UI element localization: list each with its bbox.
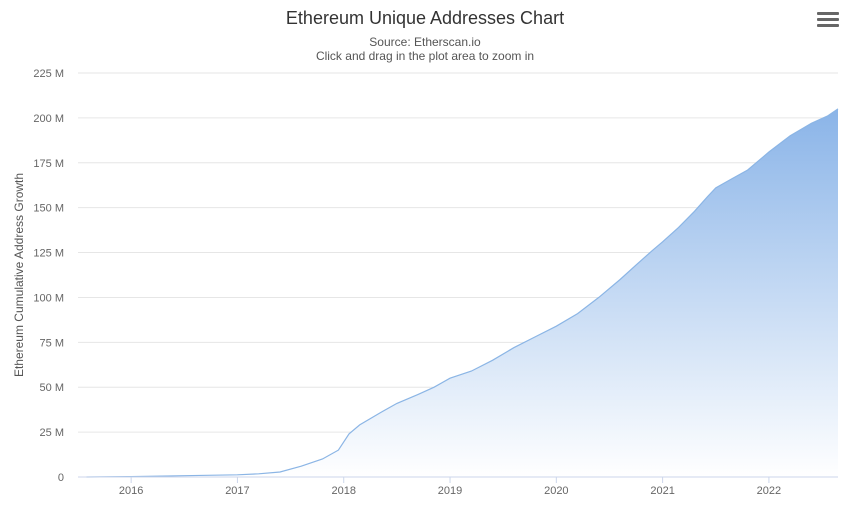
x-tick-label: 2022 bbox=[757, 485, 781, 497]
hamburger-menu-icon[interactable] bbox=[817, 12, 839, 32]
chart-title: Ethereum Unique Addresses Chart bbox=[285, 8, 565, 28]
x-tick-label: 2018 bbox=[331, 485, 355, 497]
area-fill bbox=[86, 108, 838, 478]
series-line[interactable] bbox=[86, 108, 839, 478]
chart-zoom-hint: Click and drag in the plot area to zoom … bbox=[315, 49, 535, 63]
y-tick-label: 100 M bbox=[33, 292, 64, 304]
chart-subtitle: Source: Etherscan.io Click and drag in t… bbox=[0, 35, 850, 63]
y-tick-label: 125 M bbox=[33, 248, 64, 260]
x-tick-label: 2021 bbox=[650, 485, 674, 497]
y-tick-label: 225 M bbox=[33, 68, 64, 80]
y-tick-label: 75 M bbox=[40, 337, 64, 349]
y-tick-label: 200 M bbox=[33, 113, 64, 125]
y-tick-label: 175 M bbox=[33, 158, 64, 170]
x-tick-label: 2019 bbox=[438, 485, 462, 497]
x-tick-label: 2020 bbox=[544, 485, 568, 497]
y-tick-label: 25 M bbox=[40, 427, 64, 439]
y-tick-label: 0 bbox=[58, 472, 64, 484]
chart-source: Source: Etherscan.io bbox=[369, 35, 481, 49]
x-tick-label: 2017 bbox=[225, 485, 249, 497]
y-tick-label: 150 M bbox=[33, 203, 64, 215]
x-tick-label: 2016 bbox=[119, 485, 143, 497]
y-tick-label: 50 M bbox=[40, 382, 64, 394]
y-axis-label: Ethereum Cumulative Address Growth bbox=[12, 173, 26, 377]
